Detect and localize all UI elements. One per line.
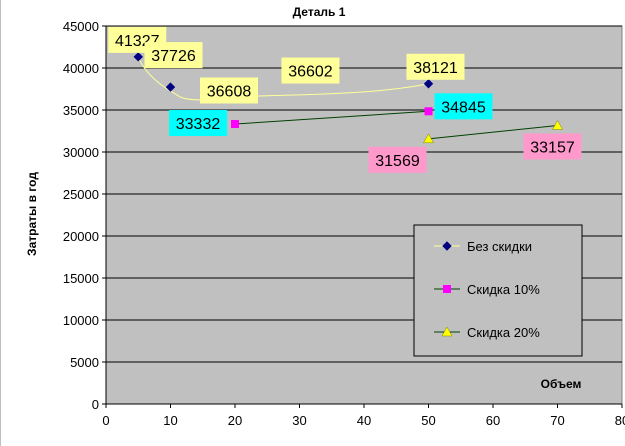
data-label-text: 38121 <box>413 60 458 77</box>
data-label-text: 33157 <box>530 139 575 156</box>
legend-entry: Скидка 10% <box>467 282 540 297</box>
x-tick-label: 70 <box>550 413 564 428</box>
y-tick-label: 40000 <box>63 61 99 76</box>
x-tick-label: 80 <box>615 413 625 428</box>
y-tick-label: 0 <box>92 397 99 412</box>
data-label-box <box>406 53 465 80</box>
x-tick-label: 40 <box>357 413 371 428</box>
data-label: 36608 <box>200 77 258 104</box>
data-point-series-3[interactable] <box>423 133 434 144</box>
legend-box <box>413 224 583 357</box>
data-label-box <box>523 133 582 160</box>
data-label-text: 36602 <box>288 64 333 81</box>
chart-title: Деталь 1 <box>293 5 346 19</box>
data-label: 36602 <box>281 57 340 84</box>
legend[interactable]: Без скидки Скидка 10% Скидка 20% <box>413 224 583 357</box>
data-point-series-1[interactable] <box>133 52 143 62</box>
data-label-box <box>434 93 493 120</box>
y-tick-label: 10000 <box>63 313 99 328</box>
x-tick-label: 10 <box>163 413 177 428</box>
legend-entry: Без скидки <box>467 239 532 254</box>
y-tick-label: 20000 <box>63 229 99 244</box>
data-point-series-2[interactable] <box>424 107 433 116</box>
data-label-text: 36608 <box>207 83 252 100</box>
data-label-box <box>200 77 258 104</box>
y-tick-label: 5000 <box>70 355 99 370</box>
y-axis-label: Затраты в год <box>25 172 39 256</box>
x-tick-label: 0 <box>102 413 109 428</box>
legend-marker[interactable] <box>443 285 451 293</box>
legend-marker[interactable] <box>442 241 452 251</box>
data-label: 33332 <box>169 110 227 137</box>
y-tick-label: 25000 <box>63 187 99 202</box>
data-label-box <box>169 110 227 137</box>
x-tick-label: 30 <box>292 413 306 428</box>
data-label: 31569 <box>368 146 427 173</box>
data-label-box <box>281 57 340 84</box>
data-point-series-1[interactable] <box>165 82 176 92</box>
x-tick-label: 50 <box>421 413 435 428</box>
data-label: 33157 <box>523 133 582 160</box>
data-label-text: 31569 <box>375 153 420 170</box>
x-tick-label: 20 <box>228 413 242 428</box>
data-point-series-2[interactable] <box>231 120 239 129</box>
data-label: 34845 <box>434 93 493 120</box>
y-tick-label: 35000 <box>63 103 99 118</box>
y-tick-label: 15000 <box>63 271 99 286</box>
series-line-2 <box>234 110 429 125</box>
data-label-box <box>368 146 427 173</box>
legend-entry: Скидка 20% <box>467 325 540 340</box>
y-tick-label: 45000 <box>63 19 99 34</box>
data-point-series-1[interactable] <box>423 79 434 89</box>
y-tick-label: 30000 <box>63 145 99 160</box>
data-label: 37726 <box>144 42 203 69</box>
data-label-text: 33332 <box>176 116 221 133</box>
x-axis-label: Объем <box>541 377 582 391</box>
data-label: 38121 <box>406 53 465 80</box>
series-line-3 <box>428 124 558 140</box>
data-label-text: 37726 <box>151 48 196 65</box>
data-label-text: 34845 <box>441 99 486 116</box>
x-tick-label: 60 <box>486 413 500 428</box>
data-point-series-3[interactable] <box>552 119 563 130</box>
data-label-box <box>144 42 203 69</box>
legend-marker[interactable] <box>441 326 453 337</box>
